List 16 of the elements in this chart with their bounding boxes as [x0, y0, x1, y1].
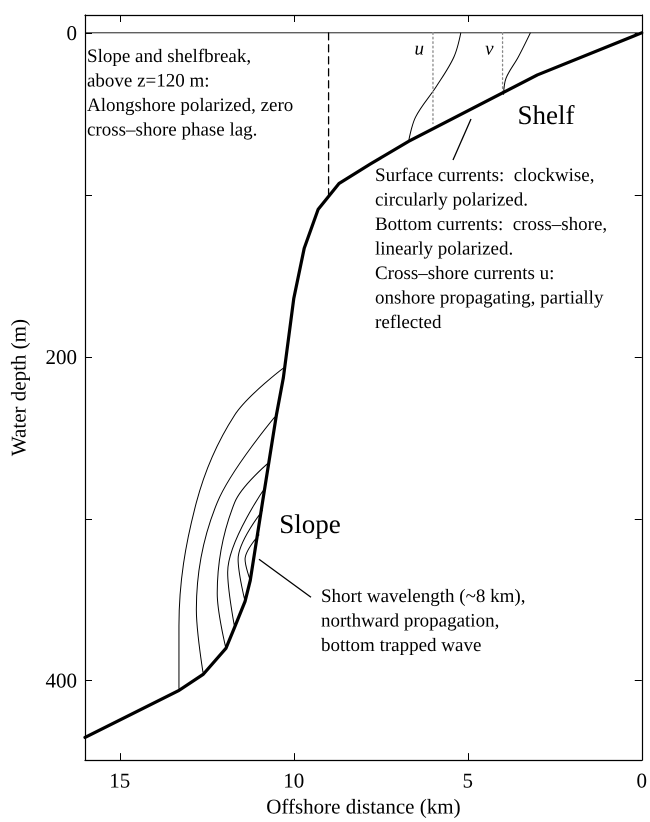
annotation: Surface currents: clockwise, circularly polarized. Bottom currents: cross–shore, linearly polarized. Cross–shore currents u: onshore propagating, partially reflected — [375, 164, 608, 333]
series-label: v — [485, 38, 494, 60]
x-tick-label: 15 — [109, 768, 130, 793]
y-tick-label: 0 — [66, 20, 77, 45]
annotation: Short wavelength (~8 km), northward propagation, bottom trapped wave — [320, 586, 526, 656]
annotation: Shelf — [518, 100, 574, 130]
y-tick-label: 200 — [46, 344, 77, 369]
y-tick-label: 400 — [46, 668, 77, 693]
x-tick-label: 10 — [283, 768, 304, 793]
x-tick-label: 5 — [462, 768, 474, 793]
x-tick-label: 0 — [636, 768, 647, 793]
series-label: u — [414, 38, 424, 60]
x-axis-title: Offshore distance (km) — [266, 794, 461, 818]
y-axis-title: Water depth (m) — [6, 319, 30, 456]
annotation: Slope and shelfbreak, above z=120 m: Alongshore polarized, zero cross–shore phase lag. — [87, 46, 294, 140]
annotation: Slope — [279, 509, 341, 539]
